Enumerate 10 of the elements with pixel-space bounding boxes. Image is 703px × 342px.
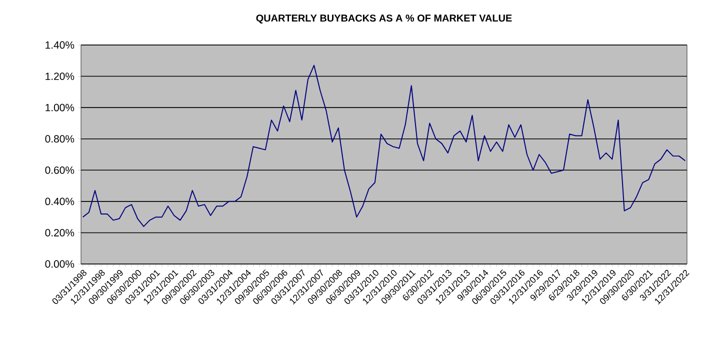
y-tick-label: 0.40% xyxy=(45,198,74,206)
y-tick-label: 1.20% xyxy=(46,72,74,80)
y-tick-label: 0.80% xyxy=(45,135,74,143)
y-tick-label: 0.00% xyxy=(45,260,74,268)
y-tick-label: 0.20% xyxy=(45,229,74,236)
y-tick-label: 0.60% xyxy=(45,166,74,174)
line-series xyxy=(82,64,686,227)
y-tick-label: 1.00% xyxy=(46,104,74,112)
y-tick-label: 1.40% xyxy=(46,41,74,49)
chart-title: QUARTERLY BUYBACKS AS A % OF MARKET VALUE xyxy=(256,14,512,24)
